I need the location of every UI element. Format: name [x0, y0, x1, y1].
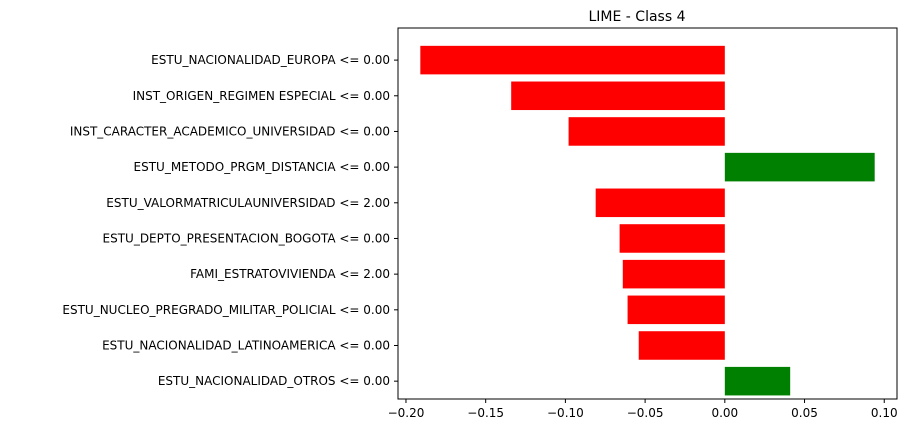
- x-tick-label: 0.00: [711, 406, 738, 420]
- y-tick-label: ESTU_NACIONALIDAD_EUROPA <= 0.00: [151, 53, 390, 67]
- chart-title: LIME - Class 4: [589, 9, 686, 25]
- x-tick-label: −0.10: [547, 406, 584, 420]
- y-tick-label: ESTU_NUCLEO_PREGRADO_MILITAR_POLICIAL <=…: [62, 303, 390, 317]
- bar-5: [595, 188, 725, 218]
- bar-2: [511, 81, 725, 111]
- x-tick-label: −0.15: [467, 406, 504, 420]
- bar-1: [420, 45, 725, 75]
- y-tick-label: ESTU_DEPTO_PRESENTACION_BOGOTA <= 0.00: [103, 231, 391, 245]
- x-tick-label: −0.05: [627, 406, 664, 420]
- y-tick-label: ESTU_METODO_PRGM_DISTANCIA <= 0.00: [134, 160, 391, 174]
- bars-group: [420, 45, 875, 396]
- bar-9: [638, 331, 725, 360]
- bar-8: [627, 295, 725, 325]
- y-tick-label: FAMI_ESTRATOVIVIENDA <= 2.00: [190, 267, 390, 281]
- y-tick-label: INST_ORIGEN_REGIMEN ESPECIAL <= 0.00: [133, 89, 390, 103]
- x-axis: −0.20 −0.15 −0.10 −0.05 0.00 0.05 0.10: [388, 399, 898, 420]
- x-tick-label: −0.20: [388, 406, 425, 420]
- bar-7: [622, 259, 725, 289]
- plot-frame: [397, 27, 898, 400]
- x-tick-label: 0.10: [871, 406, 898, 420]
- y-tick-label: ESTU_NACIONALIDAD_OTROS <= 0.00: [158, 374, 390, 388]
- y-tick-label: INST_CARACTER_ACADEMICO_UNIVERSIDAD <= 0…: [70, 124, 390, 138]
- bar-10: [724, 366, 791, 396]
- y-tick-label: ESTU_VALORMATRICULAUNIVERSIDAD <= 2.00: [106, 196, 390, 210]
- bar-4: [724, 152, 875, 182]
- x-tick-label: 0.05: [791, 406, 818, 420]
- y-tick-label: ESTU_NACIONALIDAD_LATINOAMERICA <= 0.00: [102, 338, 390, 352]
- y-axis: ESTU_NACIONALIDAD_EUROPA <= 0.00 INST_ORI…: [62, 53, 398, 388]
- bar-3: [568, 117, 725, 146]
- bar-6: [619, 224, 725, 253]
